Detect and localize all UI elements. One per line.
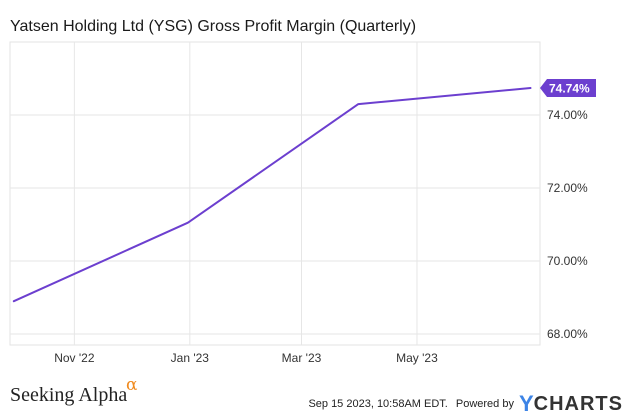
x-tick-label: Mar '23	[282, 351, 322, 365]
x-tick-label: May '23	[396, 351, 438, 365]
gridlines	[10, 42, 540, 345]
seeking-alpha-logo: Seeking Alpha α	[10, 375, 137, 407]
ycharts-logo[interactable]: Y CHARTS	[519, 393, 623, 415]
chart-footer: Sep 15 2023, 10:58AM EDT. Powered by Y C…	[308, 393, 623, 415]
series-line	[12, 87, 532, 303]
chart-title: Yatsen Holding Ltd (YSG) Gross Profit Ma…	[10, 18, 417, 35]
x-tick-label: Jan '23	[171, 351, 210, 365]
y-tick-label: 74.00%	[547, 108, 588, 122]
y-axis: 68.00% 70.00% 72.00% 74.00%	[547, 108, 588, 341]
last-value-badge-shape	[540, 78, 596, 97]
alpha-icon: α	[126, 375, 138, 395]
y-tick-label: 70.00%	[547, 254, 588, 268]
powered-by-text: Powered by	[455, 398, 514, 410]
y-tick-label: 72.00%	[547, 181, 588, 195]
timestamp: Sep 15 2023, 10:58AM EDT.	[308, 398, 448, 410]
plot-area-border	[9, 41, 541, 346]
seeking-alpha-text: Seeking Alpha	[10, 384, 128, 406]
last-value-label: 74.74%	[549, 81, 590, 95]
x-axis: Nov '22 Jan '23 Mar '23 May '23	[54, 351, 438, 365]
ycharts-y-icon: Y	[518, 391, 534, 416]
last-value-badge: 74.74%	[540, 78, 596, 97]
x-tick-label: Nov '22	[54, 351, 95, 365]
ycharts-wordmark: CHARTS	[533, 393, 623, 415]
series-layer	[12, 87, 532, 303]
y-tick-label: 68.00%	[547, 327, 588, 341]
